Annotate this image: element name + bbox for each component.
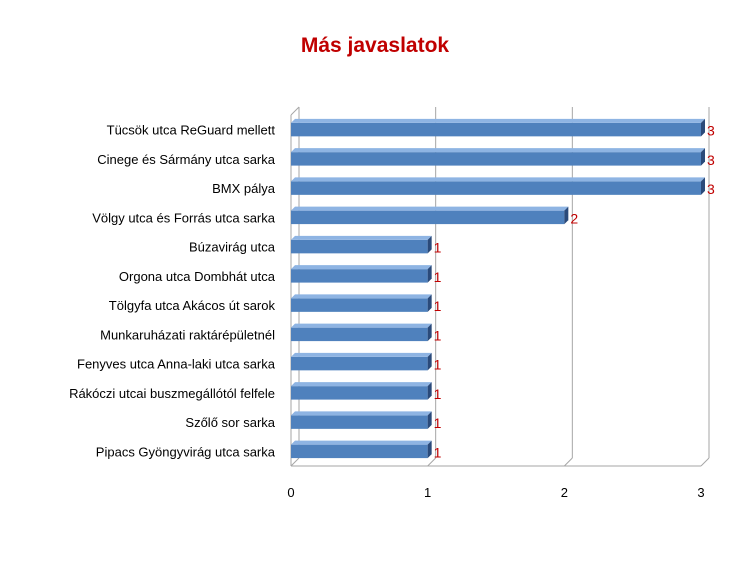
bar (291, 269, 428, 283)
bar-end-face (427, 382, 432, 400)
data-label: 1 (434, 327, 442, 343)
bar-end-face (427, 323, 432, 342)
x-tick-label: 2 (561, 485, 568, 500)
data-label: 1 (434, 269, 442, 285)
bar (291, 298, 428, 312)
x-tick-label: 0 (287, 485, 294, 500)
wall-top-edge (290, 106, 300, 116)
data-label: 1 (434, 444, 442, 460)
x-tick-label: 1 (424, 485, 431, 500)
bar-top-face (291, 352, 432, 357)
bar-top-face (291, 235, 432, 240)
data-label: 3 (707, 123, 715, 139)
data-label: 2 (570, 210, 578, 226)
category-labels: Tücsök utca ReGuard mellett Cinege és Sár… (69, 123, 276, 460)
bar-end-face (427, 235, 432, 254)
data-labels: 3 3 3 2 1 1 1 1 1 1 1 1 (434, 123, 715, 461)
bar (291, 356, 428, 371)
data-label: 3 (707, 152, 715, 168)
bar (291, 181, 701, 195)
bar-end-face (701, 118, 705, 137)
category-label: Tücsök utca ReGuard mellett (107, 123, 276, 138)
gridline-floor (700, 457, 710, 467)
bar-top-face (291, 118, 705, 123)
category-label: Orgona utca Dombhát utca (119, 269, 276, 284)
bar (291, 239, 428, 254)
gridline-floor (563, 457, 573, 467)
data-label: 1 (434, 240, 442, 256)
x-tick-labels: 0 1 2 3 (287, 485, 704, 500)
bar-top-face (291, 148, 705, 153)
category-label: Cinege és Sármány utca sarka (97, 152, 276, 167)
bars (291, 118, 705, 459)
bar (291, 444, 428, 459)
bar (291, 210, 565, 225)
data-label: 1 (434, 357, 442, 373)
chart-title: Más javaslatok (300, 34, 450, 57)
bar-top-face (291, 382, 432, 387)
data-label: 1 (434, 298, 442, 314)
data-label: 1 (434, 386, 442, 402)
data-label: 1 (434, 415, 442, 431)
category-label: Pipacs Gyöngyvirág utca sarka (96, 444, 276, 459)
x-tick-label: 3 (697, 485, 704, 500)
bar-top-face (291, 177, 705, 182)
bar (291, 122, 701, 137)
bar-top-face (291, 323, 432, 328)
bar-top-face (291, 294, 432, 299)
bar-top-face (291, 411, 432, 416)
bar (291, 415, 428, 429)
bar-end-face (564, 206, 569, 225)
bar-end-face (427, 352, 432, 371)
category-label: BMX pálya (212, 181, 276, 196)
category-label: Szőlő sor sarka (185, 415, 275, 430)
category-label: Völgy utca és Forrás utca sarka (92, 210, 276, 225)
category-label: Munkaruházati raktárépületnél (100, 327, 275, 342)
bar-end-face (701, 148, 705, 166)
floor-left-edge (290, 457, 300, 467)
bar-end-face (427, 265, 432, 283)
bar-top-face (291, 440, 432, 445)
category-label: Tölgyfa utca Akácos út sarok (109, 298, 276, 313)
data-label: 3 (707, 181, 715, 197)
bar (291, 386, 428, 400)
bar-top-face (291, 206, 569, 211)
bar-end-face (427, 440, 432, 459)
gridline-floor (427, 457, 437, 467)
bar-end-face (427, 411, 432, 429)
category-label: Fenyves utca Anna-laki utca sarka (77, 357, 276, 372)
category-label: Búzavirág utca (189, 240, 276, 255)
bar-end-face (427, 294, 432, 312)
bar (291, 152, 701, 166)
category-label: Rákóczi utcai buszmegállótól felfele (69, 386, 275, 401)
bar-end-face (701, 177, 705, 195)
bar (291, 327, 428, 342)
bar-top-face (291, 265, 432, 270)
